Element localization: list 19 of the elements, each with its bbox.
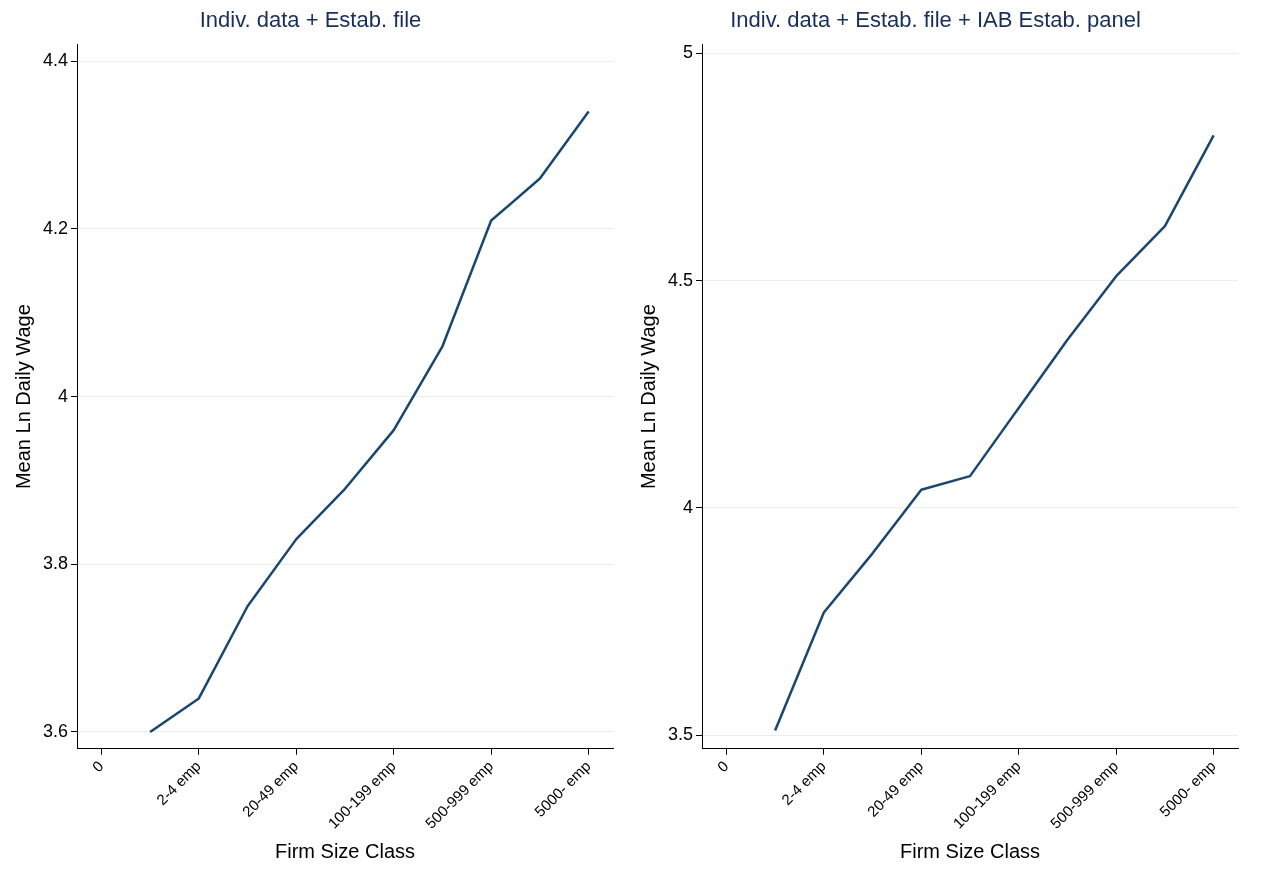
y-tick-label: 3.8 [42, 553, 69, 574]
y-tick-label: 4.5 [667, 269, 694, 290]
y-axis-title: Mean Ln Daily Wage [11, 304, 34, 490]
x-axis-title: Firm Size Class [275, 839, 416, 862]
y-tick-label: 4.2 [42, 217, 69, 238]
y-tick-label: 4.4 [42, 50, 69, 71]
x-tick-label: 0 [88, 757, 107, 776]
x-tick-label: 2-4 emp [777, 757, 829, 809]
x-tick-label: 2-4 emp [152, 757, 204, 809]
x-tick-label: 0 [713, 757, 732, 776]
chart-title: Indiv. data + Estab. file + IAB Estab. panel [730, 7, 1141, 33]
x-axis-title: Firm Size Class [900, 839, 1041, 862]
y-tick-label: 4 [683, 496, 694, 517]
y-tick-label: 3.5 [667, 724, 694, 745]
y-tick-label: 4 [58, 385, 69, 406]
chart-title: Indiv. data + Estab. file [199, 7, 422, 33]
y-tick-label: 3.6 [42, 720, 69, 741]
y-tick-label: 5 [683, 42, 694, 63]
y-axis-title: Mean Ln Daily Wage [636, 304, 659, 490]
